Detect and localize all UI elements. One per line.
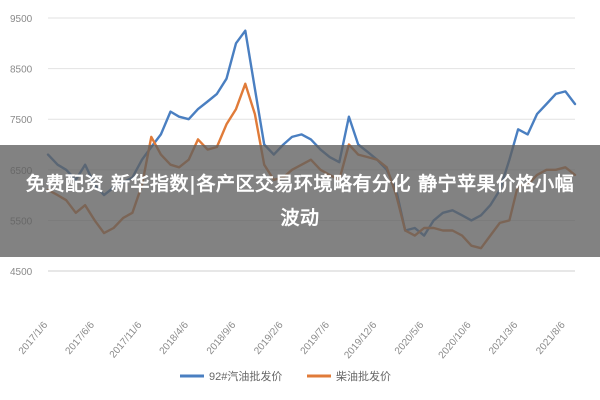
headline-banner: 免费配资 新华指数|各产区交易环境略有分化 静宁苹果价格小幅波动 — [0, 145, 600, 257]
y-tick-label: 8500 — [10, 65, 33, 76]
x-tick-label: 2018/4/6 — [158, 320, 192, 357]
x-tick-label: 2020/10/6 — [437, 320, 474, 361]
x-tick-label: 2019/12/6 — [342, 320, 379, 361]
x-axis-ticks: 2017/1/6 2017/6/6 2017/11/6 2018/4/6 2018/9/… — [17, 320, 568, 361]
x-tick-label: 2017/1/6 — [17, 320, 51, 357]
x-tick-label: 2021/8/6 — [534, 320, 568, 357]
x-tick-label: 2019/7/6 — [299, 320, 333, 357]
legend-label-1: 92#汽油批发价 — [209, 369, 282, 383]
headline-text: 免费配资 新华指数|各产区交易环境略有分化 静宁苹果价格小幅波动 — [25, 173, 575, 229]
x-tick-label: 2017/11/6 — [108, 320, 145, 361]
x-tick-label: 2021/3/6 — [487, 320, 521, 357]
x-tick-label: 2018/9/6 — [205, 320, 239, 357]
legend-label-2: 柴油批发价 — [336, 369, 391, 383]
legend: 92#汽油批发价 柴油批发价 — [180, 369, 391, 383]
x-tick-label: 2019/2/6 — [252, 320, 286, 357]
x-tick-label: 2020/5/6 — [393, 320, 427, 357]
x-tick-label: 2017/6/6 — [64, 320, 98, 357]
y-tick-label: 9500 — [10, 14, 33, 25]
y-tick-label: 4500 — [10, 267, 33, 278]
y-tick-label: 7500 — [10, 115, 33, 126]
